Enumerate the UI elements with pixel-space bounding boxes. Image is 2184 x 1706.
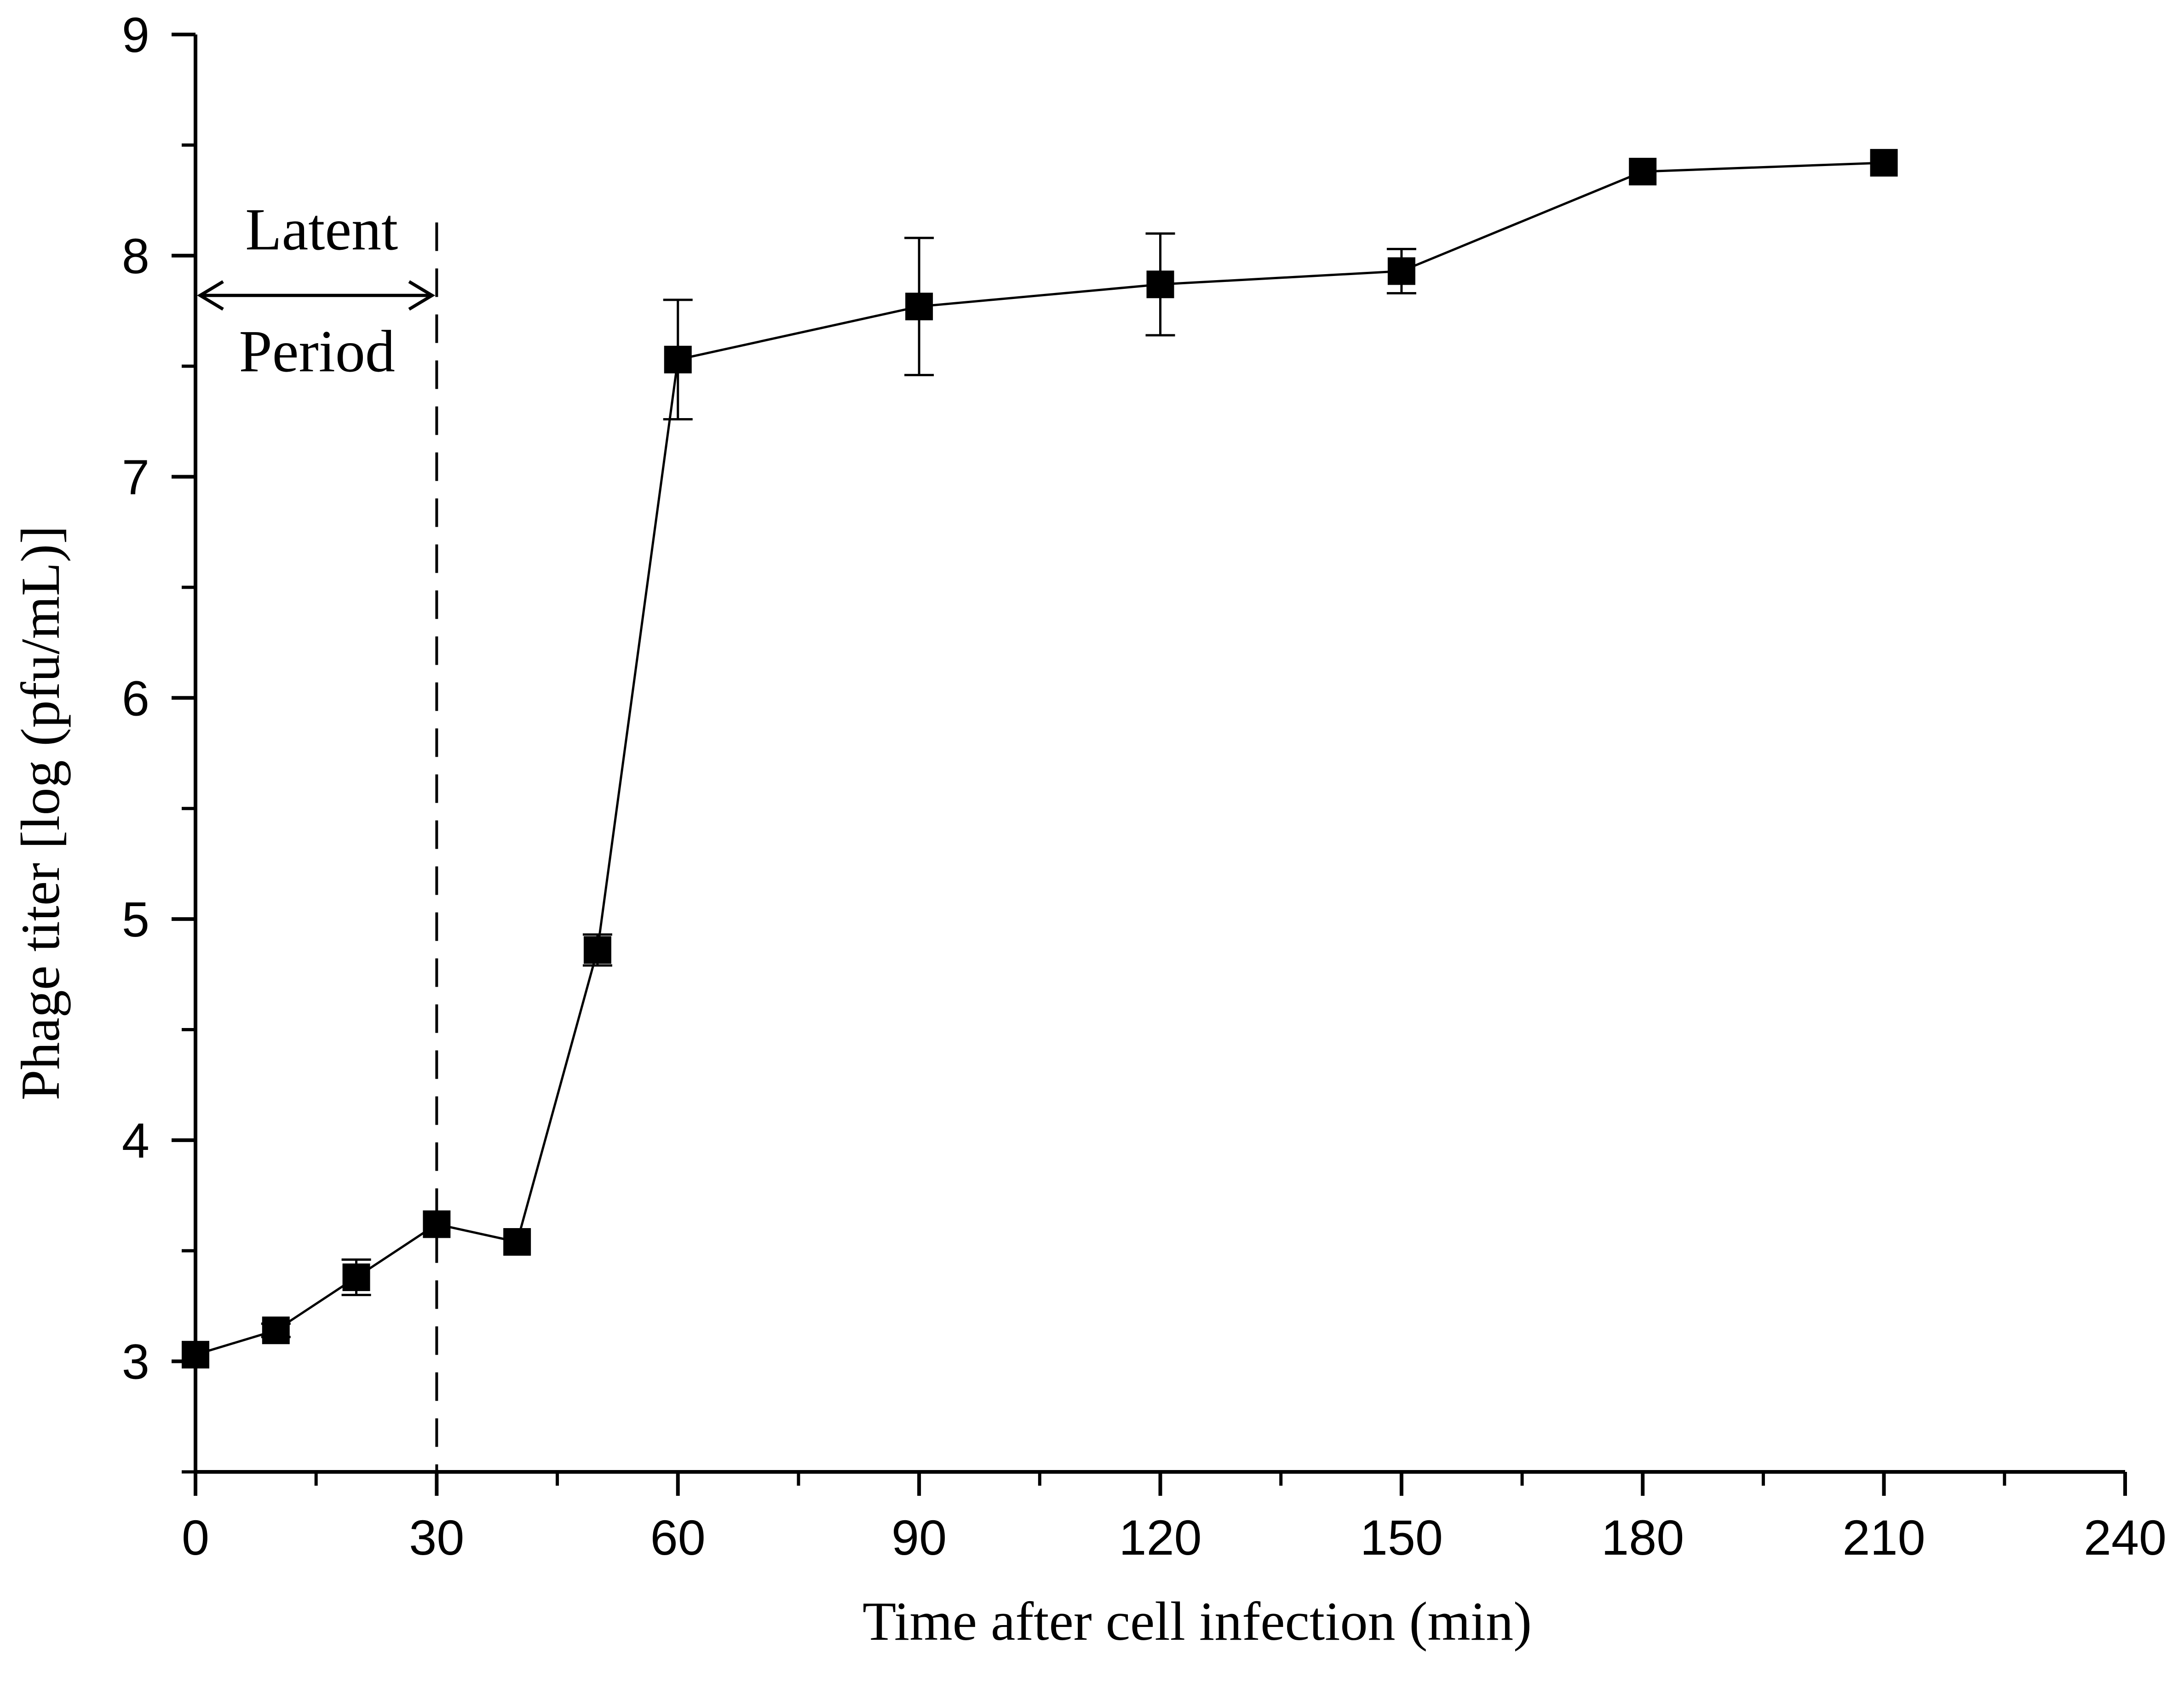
series-line-segment [1643,161,1884,173]
data-point [262,1316,290,1344]
series-line-segment [678,305,920,361]
x-tick-label: 180 [1601,1510,1684,1565]
y-tick-label: 9 [122,7,149,63]
latent-label: Latent [245,196,398,263]
y-axis-title: Phage titer [log (pfu/mL)] [10,526,71,1101]
x-tick-label: 30 [409,1510,464,1565]
data-series [182,149,1898,1369]
y-tick-label: 6 [122,670,149,726]
latent-period-arrowhead-right [408,280,436,311]
y-tick-label: 5 [122,891,149,947]
series-line-segment [919,283,1161,308]
y-tick-label: 7 [122,449,149,505]
y-tick-label: 3 [122,1334,149,1390]
x-axis-ticks: 0 30 60 90 120 150 180 210 240 [182,1472,2167,1565]
y-tick-label: 8 [122,228,149,284]
data-point [1387,257,1415,285]
data-point [1629,158,1657,186]
data-point [1146,270,1174,299]
period-label: Period [239,318,395,385]
data-point [423,1210,451,1238]
x-tick-label: 240 [2084,1510,2167,1565]
x-tick-label: 120 [1119,1510,1201,1565]
data-point [503,1228,531,1256]
data-point [342,1263,370,1291]
data-point [583,936,611,964]
data-point [664,345,692,373]
x-tick-label: 210 [1843,1510,1925,1565]
latent-period-annotation: Latent Period [197,196,438,1472]
x-axis-title: Time after cell infection (min) [862,1591,1532,1652]
latent-period-arrowhead-left [197,280,224,311]
data-point [1870,149,1898,177]
series-line-segment [596,359,679,950]
series-line-segment [516,949,599,1242]
x-tick-label: 150 [1360,1510,1443,1565]
y-tick-label: 4 [122,1113,149,1168]
series-line-segment [1401,170,1644,272]
x-tick-label: 0 [182,1510,209,1565]
x-tick-label: 60 [650,1510,706,1565]
data-point [182,1341,209,1369]
data-point [905,293,933,321]
x-tick-label: 90 [891,1510,947,1565]
y-axis-ticks: 3 4 5 6 7 8 9 [122,7,195,1474]
series-line-segment [1160,270,1402,286]
